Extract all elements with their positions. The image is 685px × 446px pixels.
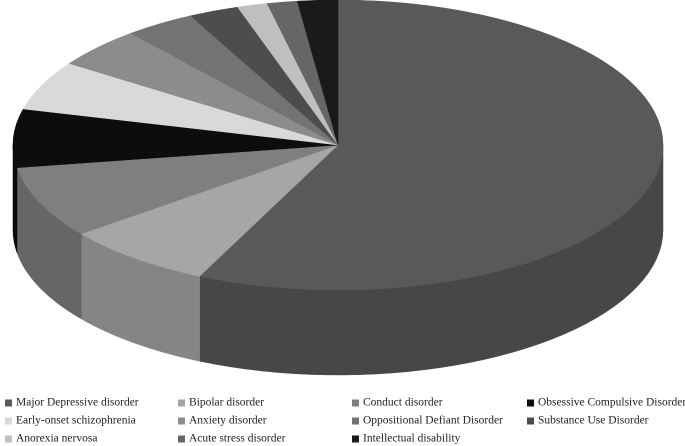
legend-swatch (527, 399, 534, 407)
legend-swatch (178, 399, 185, 407)
slice (296, 0, 339, 146)
slice (16, 144, 339, 235)
legend-swatch (5, 435, 12, 443)
legend-label: Bipolar disorder (189, 397, 264, 409)
slice (80, 144, 339, 277)
legend-swatch (178, 435, 185, 443)
legend-label: Anorexia nervosa (16, 433, 97, 445)
legend-label: Intellectual disability (363, 433, 461, 445)
legend-label: Early-onset schizophrenia (16, 415, 136, 427)
slice (199, 0, 664, 291)
legend-swatch (527, 417, 534, 425)
legend-label: Conduct disorder (363, 397, 443, 409)
slice (12, 108, 339, 168)
legend-swatch (352, 435, 359, 443)
legend-label: Acute stress disorder (189, 433, 286, 445)
legend-label: Anxiety disorder (189, 415, 267, 427)
legend-label: Obsessive Compulsive Disorder (538, 397, 685, 409)
legend-swatch (5, 399, 12, 407)
legend-swatch (178, 417, 185, 425)
legend-swatch (352, 417, 359, 425)
legend-label: Oppositional Defiant Disorder (363, 415, 503, 427)
legend-label: Substance Use Disorder (538, 415, 649, 427)
legend-label: Major Depressive disorder (16, 397, 139, 409)
legend-swatch (5, 417, 12, 425)
legend-swatch (352, 399, 359, 407)
